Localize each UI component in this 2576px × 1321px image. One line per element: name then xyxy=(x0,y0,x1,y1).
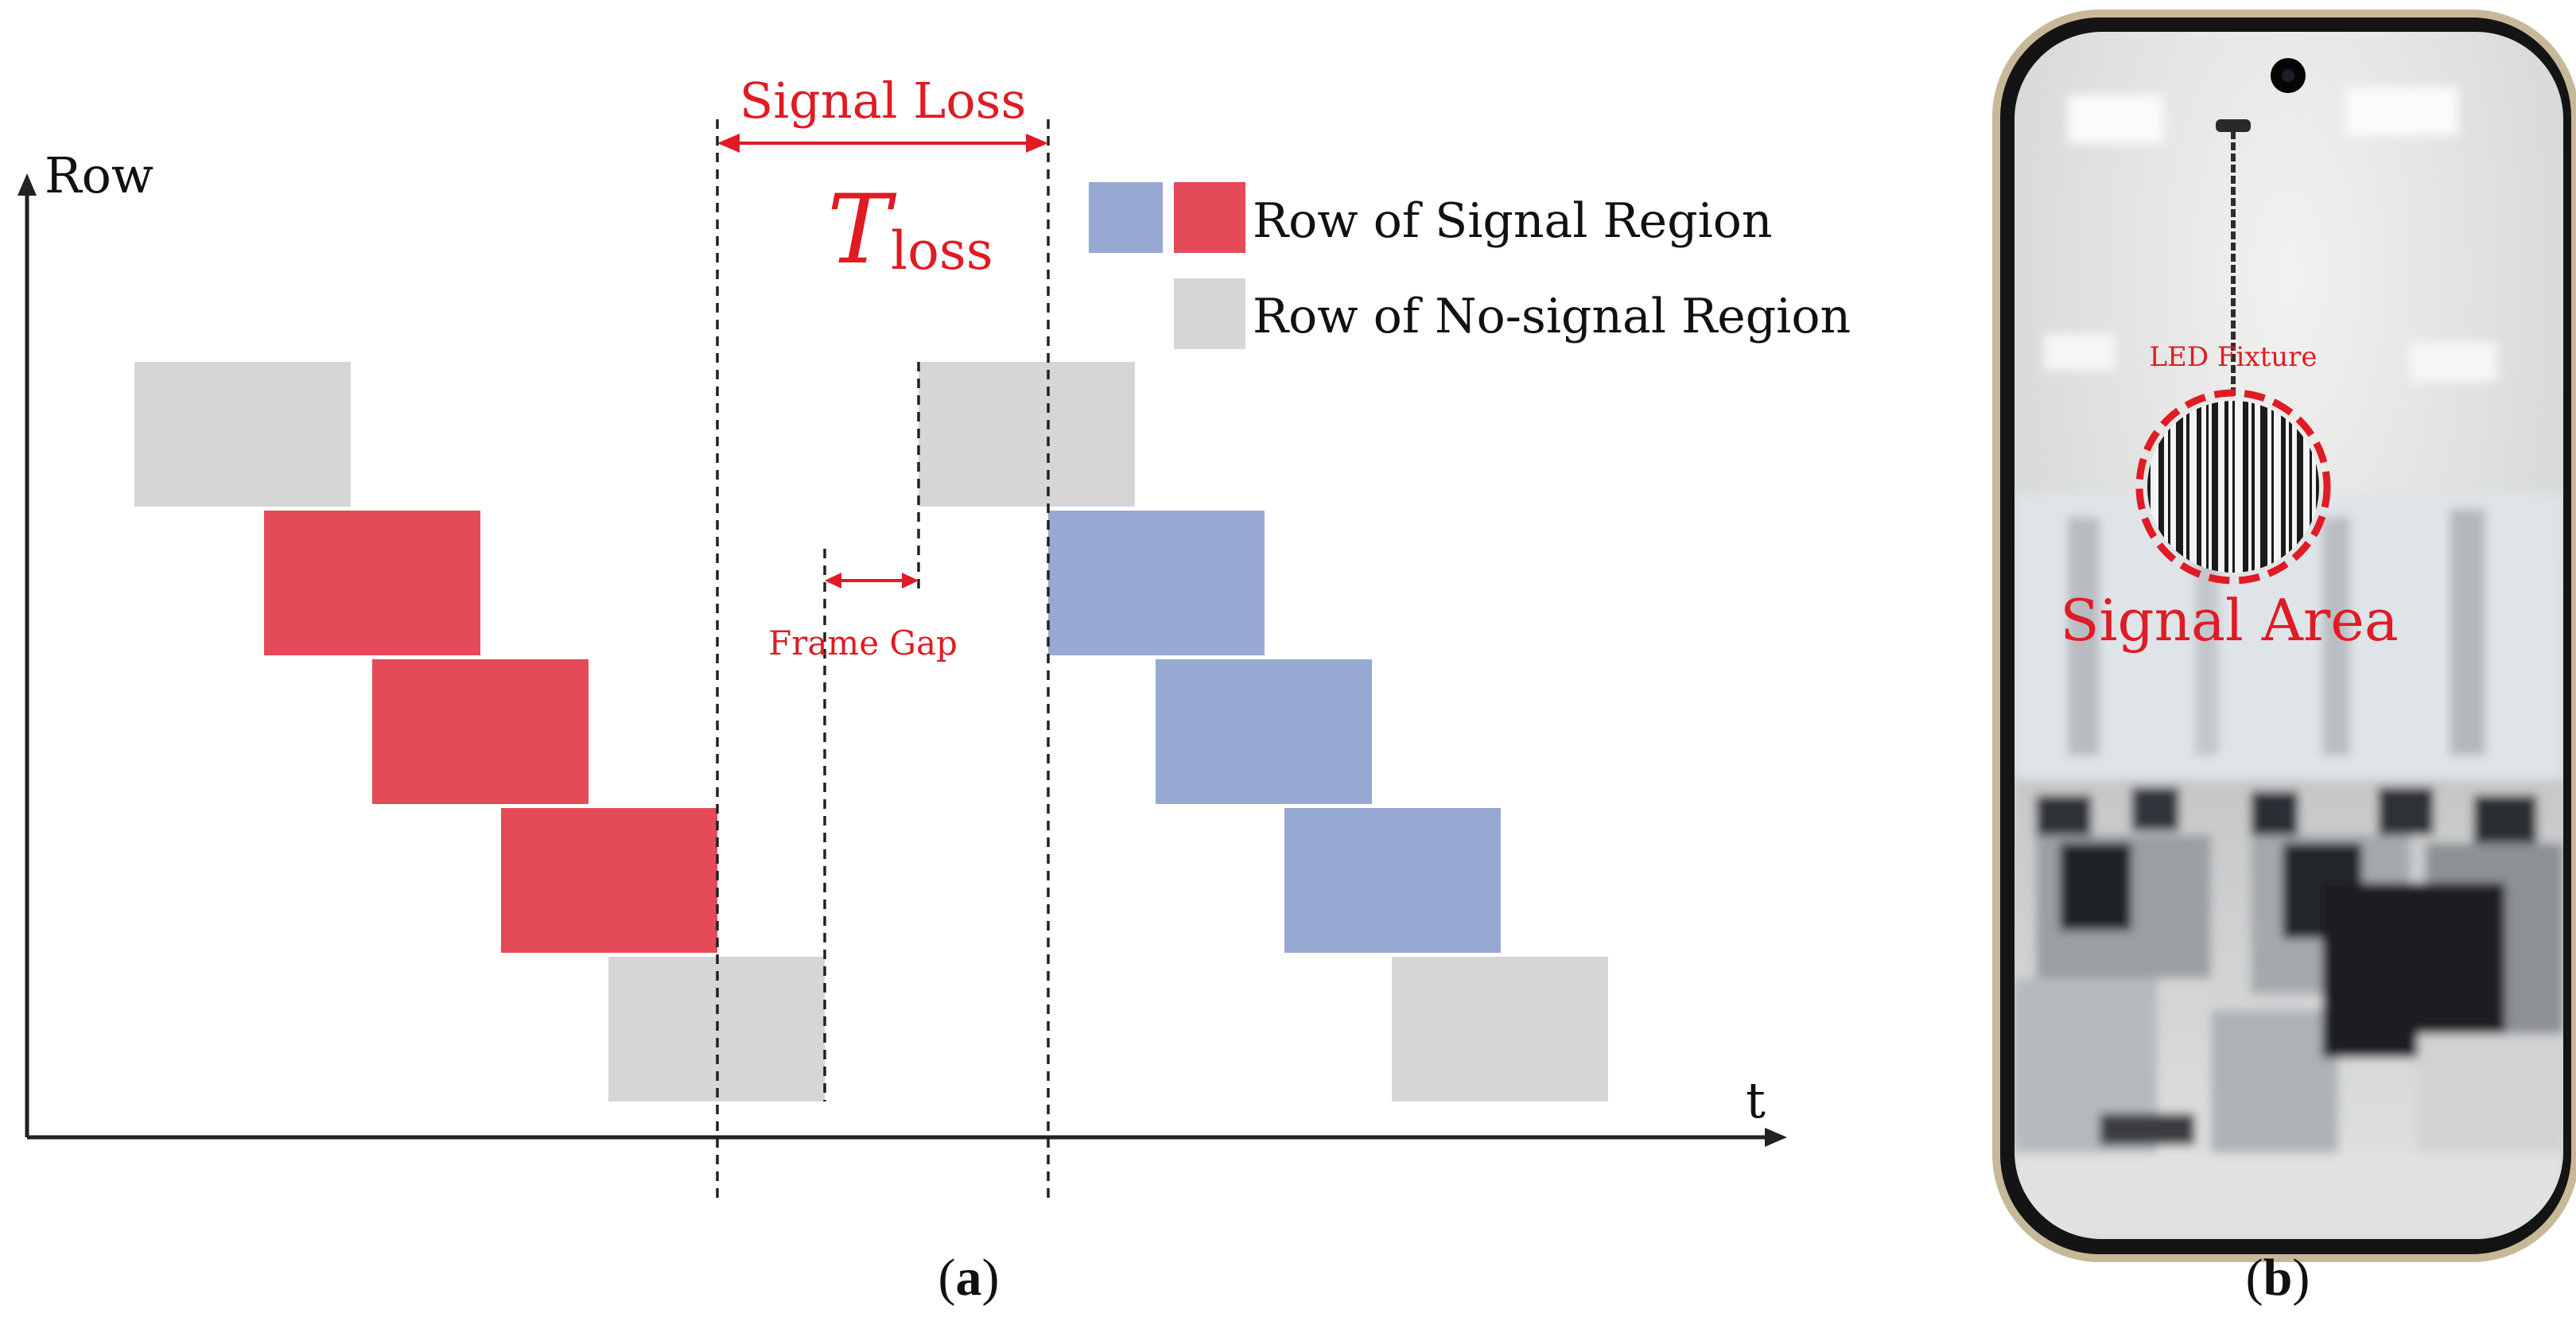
led-fixture-label: LED Fixture xyxy=(2149,341,2317,373)
panel-label-b: (b) xyxy=(2246,1249,2310,1307)
row-block-signal-blue xyxy=(1284,808,1501,953)
fixture-stripe xyxy=(2176,401,2183,573)
signal-loss-arrowhead-left xyxy=(717,134,740,153)
fixture-stripe xyxy=(2168,401,2170,573)
row-block-signal-blue xyxy=(1156,659,1372,804)
fixture-stripes xyxy=(2147,401,2319,573)
fixture-stripe xyxy=(2252,401,2255,573)
fixture-stripe xyxy=(2260,401,2267,573)
x-axis-arrowhead xyxy=(1765,1128,1787,1147)
legend: Row of Signal Region Row of No-signal Re… xyxy=(1089,182,1851,349)
row-block-signal-red xyxy=(372,659,589,804)
fixture-stripe xyxy=(2197,401,2201,573)
fixture-stripe xyxy=(2212,401,2218,573)
led-fixture xyxy=(2147,401,2319,573)
panel-label-a: (a) xyxy=(938,1249,1000,1307)
axes: Row t xyxy=(17,146,1787,1147)
legend-swatch-gray xyxy=(1174,278,1245,349)
fixture-stripe xyxy=(2281,401,2286,573)
t-loss-subscript: loss xyxy=(891,220,993,282)
ceiling-canopy xyxy=(2216,119,2251,132)
signal-loss-label: Signal Loss xyxy=(740,72,1027,130)
signal-area-circle xyxy=(2135,389,2331,585)
fixture-stripe xyxy=(2224,401,2228,573)
row-block-nosignal xyxy=(1392,957,1608,1101)
fixture-stripe xyxy=(2289,401,2292,573)
fixture-stripe xyxy=(2297,401,2303,573)
row-block-signal-red xyxy=(501,808,717,953)
signal-loss-annotation: Signal Loss Tloss xyxy=(717,72,1048,286)
panel-label-a-letter: a xyxy=(956,1249,982,1307)
y-axis-label: Row xyxy=(45,146,153,204)
frame-gap-arrowhead-left xyxy=(825,573,841,589)
legend-swatch-red xyxy=(1174,182,1245,253)
fixture-stripe xyxy=(2158,401,2164,573)
y-axis-arrowhead xyxy=(17,173,37,196)
legend-swatch-blue xyxy=(1089,182,1163,253)
frame-gap-label: Frame Gap xyxy=(768,624,958,662)
fixture-stripe xyxy=(2147,401,2151,573)
panel-label-b-letter: b xyxy=(2263,1249,2293,1307)
signal-area-label: Signal Area xyxy=(2060,587,2399,654)
fixture-stripe xyxy=(2232,401,2235,573)
row-block-signal-red xyxy=(264,511,480,655)
fixture-stripe xyxy=(2243,401,2248,573)
x-axis-label: t xyxy=(1746,1071,1766,1129)
t-loss-symbol: Tloss xyxy=(827,175,993,286)
panel-b: LED Fixture Signal Area (b) xyxy=(1992,10,2576,1307)
office-scene: LED Fixture Signal Area xyxy=(2015,32,2563,1239)
t-loss-main: T xyxy=(827,175,897,286)
fixture-stripe xyxy=(2206,401,2209,573)
row-block-nosignal xyxy=(919,362,1135,507)
frame-2 xyxy=(919,362,1608,1101)
panel-a: Row t Signal Loss xyxy=(17,72,1851,1307)
guide-lines xyxy=(716,119,1050,1201)
phone-mockup: LED Fixture Signal Area xyxy=(1992,10,2576,1262)
frame-gap-arrowhead-right xyxy=(902,573,919,589)
fixture-stripe xyxy=(2271,401,2274,573)
frame-gap-annotation: Frame Gap xyxy=(768,573,958,662)
legend-signal-label: Row of Signal Region xyxy=(1253,193,1773,249)
row-block-nosignal xyxy=(134,362,351,507)
fixture-stripe xyxy=(2186,401,2189,573)
signal-loss-arrowhead-right xyxy=(1026,134,1048,153)
frame-1 xyxy=(134,362,825,1101)
fixture-stripe xyxy=(2316,401,2319,573)
legend-nosignal-label: Row of No-signal Region xyxy=(1253,289,1851,344)
fixture-stripe xyxy=(2310,401,2312,573)
row-block-signal-blue xyxy=(1048,511,1265,655)
